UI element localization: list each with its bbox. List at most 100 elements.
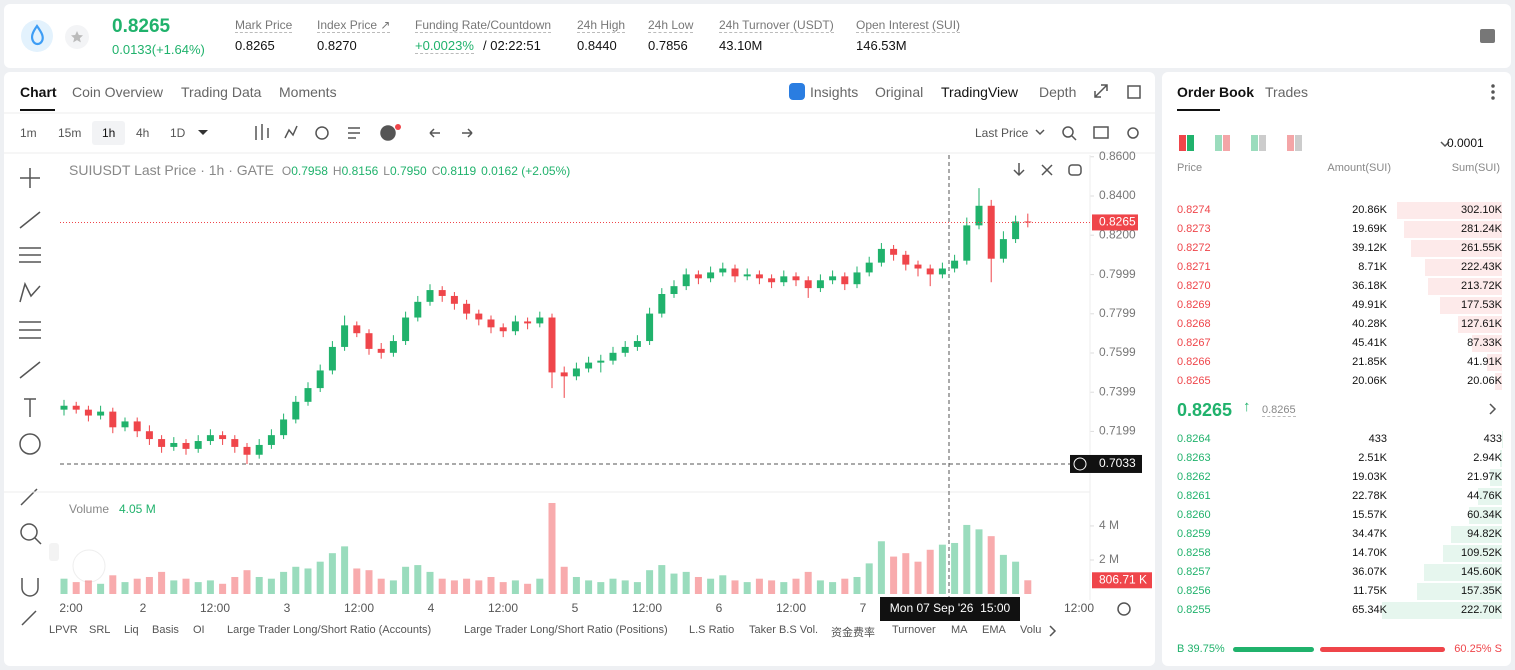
candle-body xyxy=(755,274,763,279)
book-price[interactable]: 0.8260 xyxy=(1177,509,1211,521)
indicator[interactable]: SRL xyxy=(89,624,111,636)
book-price[interactable]: 0.8263 xyxy=(1177,452,1211,464)
book-price[interactable]: 0.8265 xyxy=(1177,375,1211,387)
book-price[interactable]: 0.8256 xyxy=(1177,585,1211,597)
indicator[interactable]: L.S Ratio xyxy=(689,624,735,636)
candle-body xyxy=(182,442,190,449)
volume-bar xyxy=(170,580,178,594)
view-tab[interactable]: Insights xyxy=(810,84,859,100)
volume-bar xyxy=(145,576,153,594)
view-tab[interactable]: Original xyxy=(875,84,924,100)
book-price[interactable]: 0.8273 xyxy=(1177,223,1211,235)
chart-tab[interactable]: Chart xyxy=(20,84,57,100)
volume-bar xyxy=(487,576,495,594)
ratio-text: 0.8119 xyxy=(440,164,477,178)
x-tick-label: 12:00 xyxy=(632,601,662,615)
indicator[interactable]: 资金费率 xyxy=(831,627,875,639)
book-price[interactable]: 0.8269 xyxy=(1177,299,1211,311)
indicator[interactable]: EMA xyxy=(982,624,1006,636)
volume-bar xyxy=(694,576,702,594)
book-price[interactable]: 0.8259 xyxy=(1177,528,1211,540)
coin-icon xyxy=(30,24,44,46)
interval[interactable]: 1D xyxy=(170,126,186,140)
volume-bar xyxy=(121,582,129,594)
buy-ratio: B 39.75% xyxy=(1177,643,1225,655)
book-price[interactable]: 0.8258 xyxy=(1177,547,1211,559)
book-tab[interactable]: Trades xyxy=(1265,84,1309,100)
chart-tab[interactable]: Coin Overview xyxy=(72,84,164,100)
book-sum: 157.35K xyxy=(1461,585,1502,597)
price-type[interactable]: Last Price xyxy=(975,126,1029,140)
stat-value: 43.10M xyxy=(719,38,763,53)
book-amount: 433 xyxy=(1368,433,1387,445)
indicator[interactable]: Taker B.S Vol. xyxy=(749,624,819,636)
candle-body xyxy=(72,405,80,410)
indicator[interactable]: Turnover xyxy=(892,624,936,636)
book-price[interactable]: 0.8264 xyxy=(1177,433,1211,445)
book-price[interactable]: 0.8274 xyxy=(1177,204,1211,216)
star-icon xyxy=(71,31,83,43)
candle-body xyxy=(206,435,214,442)
candle-body xyxy=(133,421,141,432)
candle-body xyxy=(243,446,251,455)
ratio-text: 39.75% xyxy=(1187,643,1225,655)
volume-bar xyxy=(60,578,68,594)
book-price[interactable]: 0.8267 xyxy=(1177,337,1211,349)
indicator[interactable]: Volu xyxy=(1020,624,1042,636)
book-price[interactable]: 0.8262 xyxy=(1177,471,1211,483)
indicator[interactable]: OI xyxy=(193,624,205,636)
indicator[interactable]: Large Trader Long/Short Ratio (Accounts) xyxy=(227,624,432,636)
chart-tab[interactable]: Trading Data xyxy=(181,84,262,100)
volume-bar xyxy=(389,580,397,594)
stat-value: 0.7856 xyxy=(648,38,688,53)
settings-icon[interactable] xyxy=(1480,29,1495,43)
book-sum: 281.24K xyxy=(1461,223,1502,235)
interval[interactable]: 4h xyxy=(136,126,150,140)
crosshair-price-tag xyxy=(1070,454,1142,473)
y-tick-label: 0.8600 xyxy=(1099,149,1136,163)
candle-body xyxy=(84,409,92,416)
chart-tab[interactable]: Moments xyxy=(279,84,337,100)
volume-bar xyxy=(621,580,629,594)
view-tab[interactable]: TradingView xyxy=(941,84,1019,100)
candle-body xyxy=(463,303,471,314)
volume-bar xyxy=(231,576,239,594)
book-tab[interactable]: Order Book xyxy=(1177,84,1255,100)
book-price[interactable]: 0.8270 xyxy=(1177,280,1211,292)
candle-body xyxy=(194,441,202,449)
collapse-handle[interactable] xyxy=(49,543,59,561)
volume-bar xyxy=(414,565,422,594)
book-price[interactable]: 0.8268 xyxy=(1177,318,1211,330)
interval[interactable]: 1h xyxy=(102,126,116,140)
indicator[interactable]: Liq xyxy=(124,624,139,636)
precision[interactable]: 0.0001 xyxy=(1447,136,1484,150)
depth-bar xyxy=(1424,259,1502,276)
candle-body xyxy=(621,346,629,353)
book-price[interactable]: 0.8261 xyxy=(1177,490,1211,502)
book-amount: 40.28K xyxy=(1352,318,1387,330)
indicator[interactable]: MA xyxy=(951,624,968,636)
book-sum: 87.33K xyxy=(1467,337,1502,349)
book-price[interactable]: 0.8272 xyxy=(1177,242,1211,254)
interval[interactable]: 15m xyxy=(58,126,82,140)
book-price[interactable]: 0.8271 xyxy=(1177,261,1211,273)
add-alert xyxy=(1073,457,1087,471)
book-price[interactable]: 0.8266 xyxy=(1177,356,1211,368)
candle-body xyxy=(328,346,336,371)
book-amount: 15.57K xyxy=(1352,509,1387,521)
volume-bar xyxy=(560,566,568,594)
indicator[interactable]: Basis xyxy=(152,624,179,636)
interval[interactable]: 1m xyxy=(20,126,37,140)
indicator[interactable]: Large Trader Long/Short Ratio (Positions… xyxy=(464,624,668,636)
book-price[interactable]: 0.8255 xyxy=(1177,604,1211,616)
book-header: Amount(SUI) xyxy=(1327,162,1391,174)
header xyxy=(4,4,1511,68)
book-amount: 11.75K xyxy=(1352,585,1387,597)
candle-body xyxy=(109,411,117,428)
view-tab[interactable]: Depth xyxy=(1039,84,1077,100)
stat-label: Funding Rate/Countdown xyxy=(415,18,552,33)
book-amount: 36.07K xyxy=(1352,566,1387,578)
y-tick-label: 0.7599 xyxy=(1099,345,1136,359)
book-price[interactable]: 0.8257 xyxy=(1177,566,1211,578)
indicator[interactable]: LPVR xyxy=(49,624,78,636)
